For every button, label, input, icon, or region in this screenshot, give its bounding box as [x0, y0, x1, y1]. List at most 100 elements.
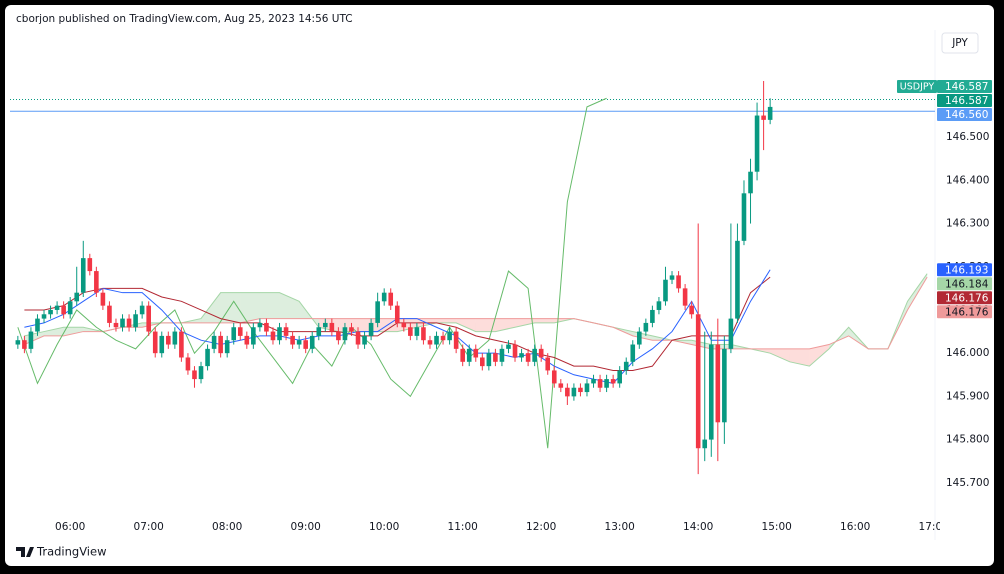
- footer-brand: TradingView: [36, 545, 106, 559]
- candle-body: [362, 335, 367, 345]
- candle-body: [152, 331, 158, 354]
- candle-body: [257, 322, 263, 328]
- x-tick-label: 07:00: [134, 521, 164, 533]
- price-tag-label: 146.176: [945, 292, 989, 304]
- x-tick-label: 08:00: [212, 521, 242, 533]
- cloud-fill: [201, 292, 221, 323]
- candle-body: [408, 327, 413, 336]
- candle-body: [767, 106, 773, 120]
- candle-body: [669, 275, 675, 280]
- symbol-tag-bg: [897, 80, 937, 94]
- candle-body: [591, 379, 596, 384]
- candle-body: [277, 327, 282, 341]
- currency-button[interactable]: JPY: [951, 37, 968, 49]
- candle-body: [283, 327, 289, 336]
- candle-body: [394, 305, 400, 323]
- candle-body: [473, 348, 479, 358]
- price-tag-bg: [937, 277, 992, 291]
- panel: [5, 5, 994, 566]
- candle-body: [94, 271, 99, 293]
- candle-body: [506, 344, 511, 349]
- candle-body: [414, 327, 420, 336]
- candle-body: [519, 353, 524, 358]
- candle-body: [578, 387, 583, 393]
- candle-body: [565, 387, 570, 397]
- candle-body: [617, 370, 622, 384]
- x-tick-label: 10:00: [369, 521, 399, 533]
- cloud-fill: [711, 344, 731, 349]
- candle-body: [512, 344, 518, 358]
- candle-body: [355, 331, 361, 345]
- candle-body: [296, 340, 302, 345]
- candle-body: [336, 331, 341, 341]
- candle-body: [643, 322, 649, 332]
- candle-body: [571, 387, 577, 397]
- candle-body: [584, 383, 590, 393]
- candle-body: [264, 322, 269, 332]
- price-tag-bg: [937, 108, 992, 122]
- candle-body: [41, 314, 47, 319]
- candle-body: [323, 322, 328, 328]
- candle-body: [728, 318, 734, 349]
- candle-body: [499, 348, 505, 362]
- y-tick-label: 145.800: [946, 434, 989, 446]
- candle-body: [440, 335, 446, 341]
- price-tag-label: 146.176: [945, 306, 989, 318]
- cloud-fill: [515, 318, 535, 328]
- candle-body: [74, 292, 80, 302]
- candle-body: [172, 331, 178, 345]
- x-tick-label: 12:00: [526, 521, 556, 533]
- x-tick-label: 06:00: [55, 521, 85, 533]
- candle-body: [630, 344, 636, 362]
- candle-body: [126, 318, 132, 328]
- y-tick-label: 146.400: [946, 174, 989, 186]
- y-tick-label: 145.700: [946, 477, 989, 489]
- candle-body: [133, 314, 138, 328]
- candle-body: [748, 171, 753, 194]
- candle-body: [166, 335, 171, 345]
- cloud-fill: [44, 327, 64, 336]
- candle-body: [237, 327, 243, 336]
- candle-body: [493, 353, 498, 362]
- price-tag-label: 146.587: [945, 95, 988, 107]
- candle-body: [224, 340, 230, 354]
- cloud-fill: [220, 292, 241, 323]
- candle-body: [270, 331, 276, 341]
- candle-body: [87, 258, 93, 272]
- x-tick-label: 16:00: [840, 521, 870, 533]
- cloud-fill: [436, 318, 457, 323]
- currency-button-bg[interactable]: [941, 32, 979, 54]
- candle-body: [22, 340, 27, 349]
- time-axis: 06:00 07:00 08:00 09:00 10:00 11:00 12:00 13:00…: [55, 521, 940, 533]
- price-tag-label: 146.587: [945, 81, 988, 93]
- candle-body: [349, 327, 354, 332]
- candle-body: [427, 340, 433, 345]
- candle-body: [368, 322, 374, 336]
- candle-body: [139, 305, 145, 315]
- candle-body: [159, 335, 165, 354]
- candle-body: [597, 379, 603, 388]
- candle-body: [689, 305, 694, 315]
- candle-body: [28, 331, 34, 349]
- x-tick-label: 09:00: [291, 521, 321, 533]
- symbol-tag: USDJPY: [900, 82, 935, 93]
- candle-body: [761, 115, 766, 120]
- candle-body: [231, 327, 237, 341]
- candle-body: [67, 301, 73, 315]
- candle-body: [303, 340, 308, 349]
- cloud-fill: [534, 318, 555, 323]
- price-tag-label: 146.184: [945, 278, 989, 290]
- candle-body: [715, 344, 721, 423]
- candle-body: [545, 357, 551, 371]
- candle-body: [656, 301, 662, 310]
- candle-body: [205, 348, 210, 367]
- candle-body: [663, 279, 668, 302]
- candle-body: [35, 318, 40, 332]
- cloud-fill: [809, 344, 830, 367]
- cloud-fill: [338, 318, 359, 332]
- y-tick-label: 146.500: [946, 131, 989, 143]
- candle-body: [342, 327, 348, 341]
- candle-body: [466, 348, 472, 362]
- price-tag-label: 146.560: [945, 109, 988, 121]
